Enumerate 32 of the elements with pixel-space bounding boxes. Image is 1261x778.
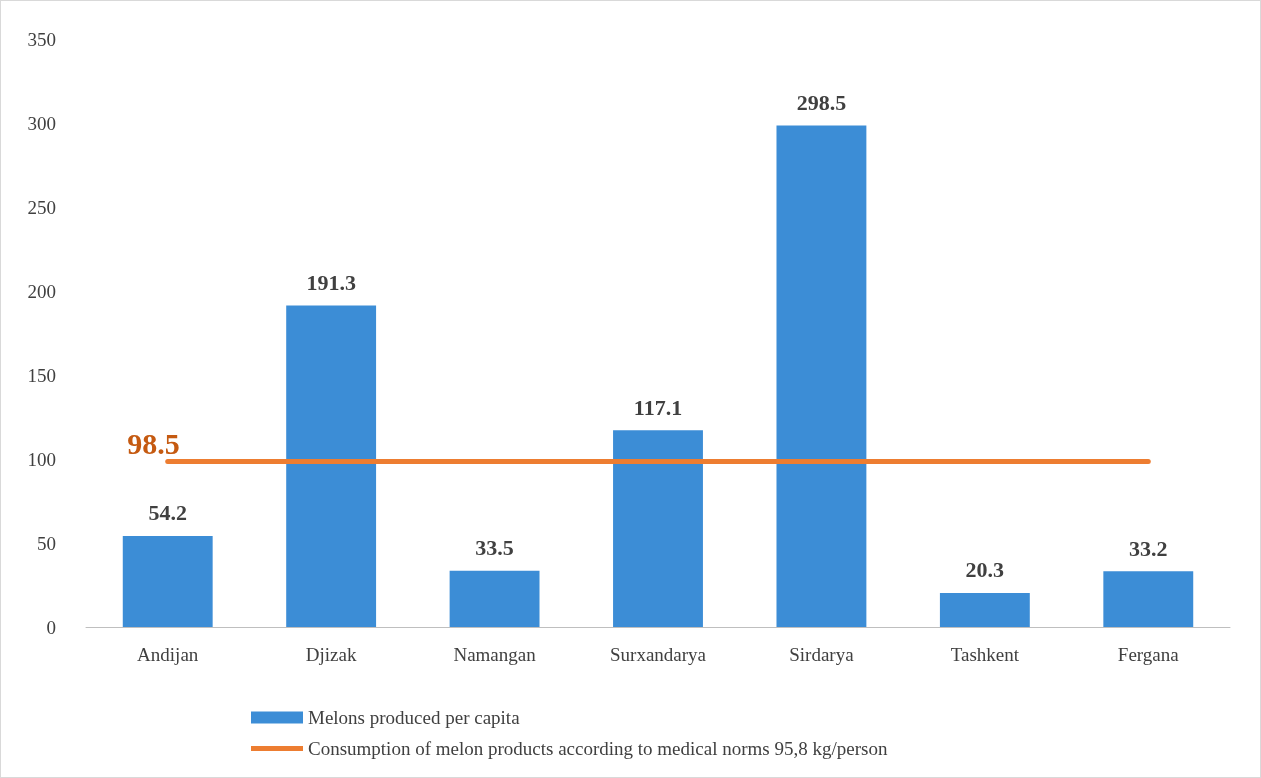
legend-label: Consumption of melon products according to medical norms 95,8 kg/person: [308, 738, 888, 759]
data-label: 33.2: [1129, 535, 1168, 561]
y-tick-label: 100: [27, 448, 56, 470]
data-label: 54.2: [148, 500, 187, 526]
data-label: 191.3: [306, 270, 356, 296]
y-tick-label: 50: [37, 532, 56, 554]
bar: [939, 592, 1030, 627]
bar: [1103, 571, 1194, 627]
x-tick-label: Namangan: [453, 644, 537, 665]
x-tick-label: Tashkent: [950, 644, 1020, 665]
y-tick-label: 200: [27, 280, 56, 302]
x-tick-label: Fergana: [1117, 644, 1180, 665]
bar: [122, 535, 213, 627]
legend-label: Melons produced per capita: [308, 707, 521, 728]
data-label: 33.5: [475, 535, 514, 561]
x-tick-label: Surxandarya: [609, 644, 707, 665]
x-tick-label: Djizak: [305, 644, 357, 665]
y-tick-label: 350: [27, 28, 56, 50]
y-tick-label: 300: [27, 112, 56, 134]
x-tick-label: Andijan: [137, 644, 199, 665]
bar: [613, 430, 703, 627]
data-label: 298.5: [796, 90, 847, 116]
y-tick-label: 0: [46, 616, 56, 638]
data-label: 117.1: [633, 394, 683, 420]
bar: [286, 305, 377, 627]
data-label: 20.3: [965, 557, 1005, 583]
x-tick-label: Sirdarya: [789, 644, 855, 665]
y-tick-label: 150: [27, 364, 56, 386]
bar: [776, 125, 867, 627]
data-label: 98.5: [127, 427, 180, 461]
bar: [449, 570, 540, 627]
y-tick-label: 250: [27, 196, 56, 218]
